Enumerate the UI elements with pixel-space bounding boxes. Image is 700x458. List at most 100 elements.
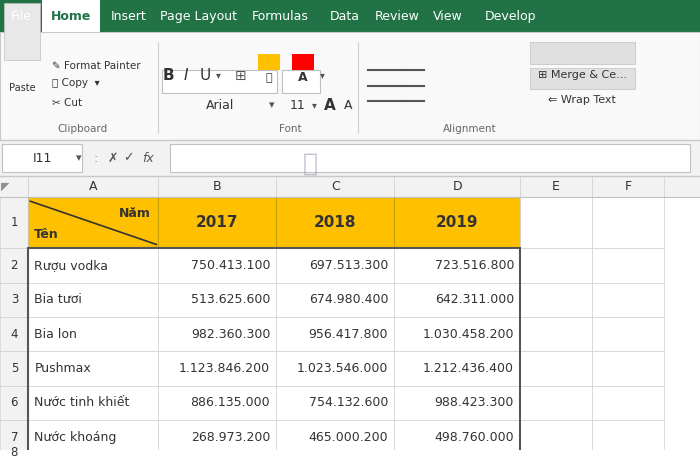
Bar xyxy=(29,248,158,283)
Text: Arial: Arial xyxy=(206,98,234,112)
Text: ⊞ Merge & Ce...: ⊞ Merge & Ce... xyxy=(538,70,626,80)
Text: Paste: Paste xyxy=(9,83,36,93)
Text: 3: 3 xyxy=(10,294,18,306)
Text: Insert: Insert xyxy=(111,10,146,23)
Text: 750.413.100: 750.413.100 xyxy=(190,259,270,272)
Bar xyxy=(520,176,592,197)
Text: 982.360.300: 982.360.300 xyxy=(191,328,270,341)
Bar xyxy=(29,420,158,454)
Text: 4: 4 xyxy=(10,328,18,341)
Text: 886.135.000: 886.135.000 xyxy=(190,397,270,409)
Text: Bia tươi: Bia tươi xyxy=(34,294,82,306)
Text: Bia lon: Bia lon xyxy=(34,328,77,341)
Bar xyxy=(394,176,520,197)
Bar xyxy=(158,317,276,351)
Text: 11: 11 xyxy=(289,98,305,112)
Text: 5: 5 xyxy=(10,362,18,375)
Text: 8: 8 xyxy=(10,446,18,458)
Text: 697.513.300: 697.513.300 xyxy=(309,259,388,272)
Text: 2017: 2017 xyxy=(196,215,239,230)
Bar xyxy=(592,283,664,317)
Text: D: D xyxy=(452,180,462,193)
FancyBboxPatch shape xyxy=(2,144,83,172)
Bar xyxy=(530,68,635,89)
Bar xyxy=(158,420,276,454)
Text: ✗: ✗ xyxy=(107,152,118,164)
Text: Data: Data xyxy=(330,10,360,23)
Text: 988.423.300: 988.423.300 xyxy=(435,397,514,409)
Text: Nước tinh khiết: Nước tinh khiết xyxy=(34,397,130,409)
Bar xyxy=(276,386,394,420)
Bar xyxy=(592,450,664,454)
Text: U: U xyxy=(199,68,211,83)
Text: Review: Review xyxy=(375,10,420,23)
Bar xyxy=(530,42,635,64)
Bar xyxy=(592,351,664,386)
Text: Năm: Năm xyxy=(118,207,150,219)
Bar xyxy=(29,450,158,454)
Bar xyxy=(520,351,592,386)
Text: A: A xyxy=(324,98,336,113)
Bar xyxy=(394,317,520,351)
Text: 6: 6 xyxy=(10,397,18,409)
Text: I: I xyxy=(184,68,188,83)
Bar xyxy=(394,248,520,283)
Text: 1: 1 xyxy=(10,216,18,229)
Text: Clipboard: Clipboard xyxy=(57,124,108,134)
Text: ✂ Cut: ✂ Cut xyxy=(52,98,83,108)
Text: A: A xyxy=(344,98,352,112)
Text: ✓: ✓ xyxy=(123,152,134,164)
Bar xyxy=(158,176,276,197)
Bar xyxy=(1,420,29,454)
Bar xyxy=(158,197,276,248)
Bar xyxy=(592,197,664,248)
Bar xyxy=(1,176,700,197)
Bar xyxy=(1,140,700,176)
Text: A: A xyxy=(89,180,97,193)
Text: BUFFCOM: BUFFCOM xyxy=(306,149,474,179)
Text: 642.311.000: 642.311.000 xyxy=(435,294,514,306)
Text: Rượu vodka: Rượu vodka xyxy=(34,259,108,272)
Text: ▾: ▾ xyxy=(312,100,316,110)
FancyBboxPatch shape xyxy=(282,70,320,93)
Text: C: C xyxy=(331,180,340,193)
Text: 2018: 2018 xyxy=(314,215,356,230)
Bar xyxy=(276,450,394,454)
Bar xyxy=(520,386,592,420)
Text: I11: I11 xyxy=(33,152,52,164)
Text: fx: fx xyxy=(142,152,154,164)
Text: 723.516.800: 723.516.800 xyxy=(435,259,514,272)
Text: F: F xyxy=(624,180,631,193)
Bar xyxy=(1,283,29,317)
FancyBboxPatch shape xyxy=(162,70,277,93)
Text: View: View xyxy=(433,10,463,23)
Text: ▾: ▾ xyxy=(270,100,275,110)
Bar xyxy=(29,248,520,458)
Text: 1.212.436.400: 1.212.436.400 xyxy=(423,362,514,375)
Text: A: A xyxy=(298,71,308,84)
Bar xyxy=(29,176,158,197)
Bar xyxy=(276,420,394,454)
Bar xyxy=(1,197,29,248)
Text: ⎘ Copy  ▾: ⎘ Copy ▾ xyxy=(52,78,100,88)
Bar xyxy=(520,248,592,283)
Bar xyxy=(29,197,158,248)
Text: 268.973.200: 268.973.200 xyxy=(191,431,270,444)
Bar xyxy=(1,33,700,140)
Bar xyxy=(394,420,520,454)
Text: 7: 7 xyxy=(10,431,18,444)
Bar xyxy=(520,420,592,454)
Text: 674.980.400: 674.980.400 xyxy=(309,294,388,306)
Text: Develop: Develop xyxy=(484,10,536,23)
Bar xyxy=(29,386,158,420)
Text: ✎ Format Painter: ✎ Format Painter xyxy=(52,61,141,71)
Bar xyxy=(170,144,690,172)
Bar xyxy=(1,386,29,420)
Text: 2: 2 xyxy=(10,259,18,272)
Bar xyxy=(29,283,158,317)
Bar xyxy=(1,317,29,351)
Bar xyxy=(592,386,664,420)
Bar xyxy=(276,248,394,283)
Bar xyxy=(276,317,394,351)
Bar xyxy=(394,351,520,386)
